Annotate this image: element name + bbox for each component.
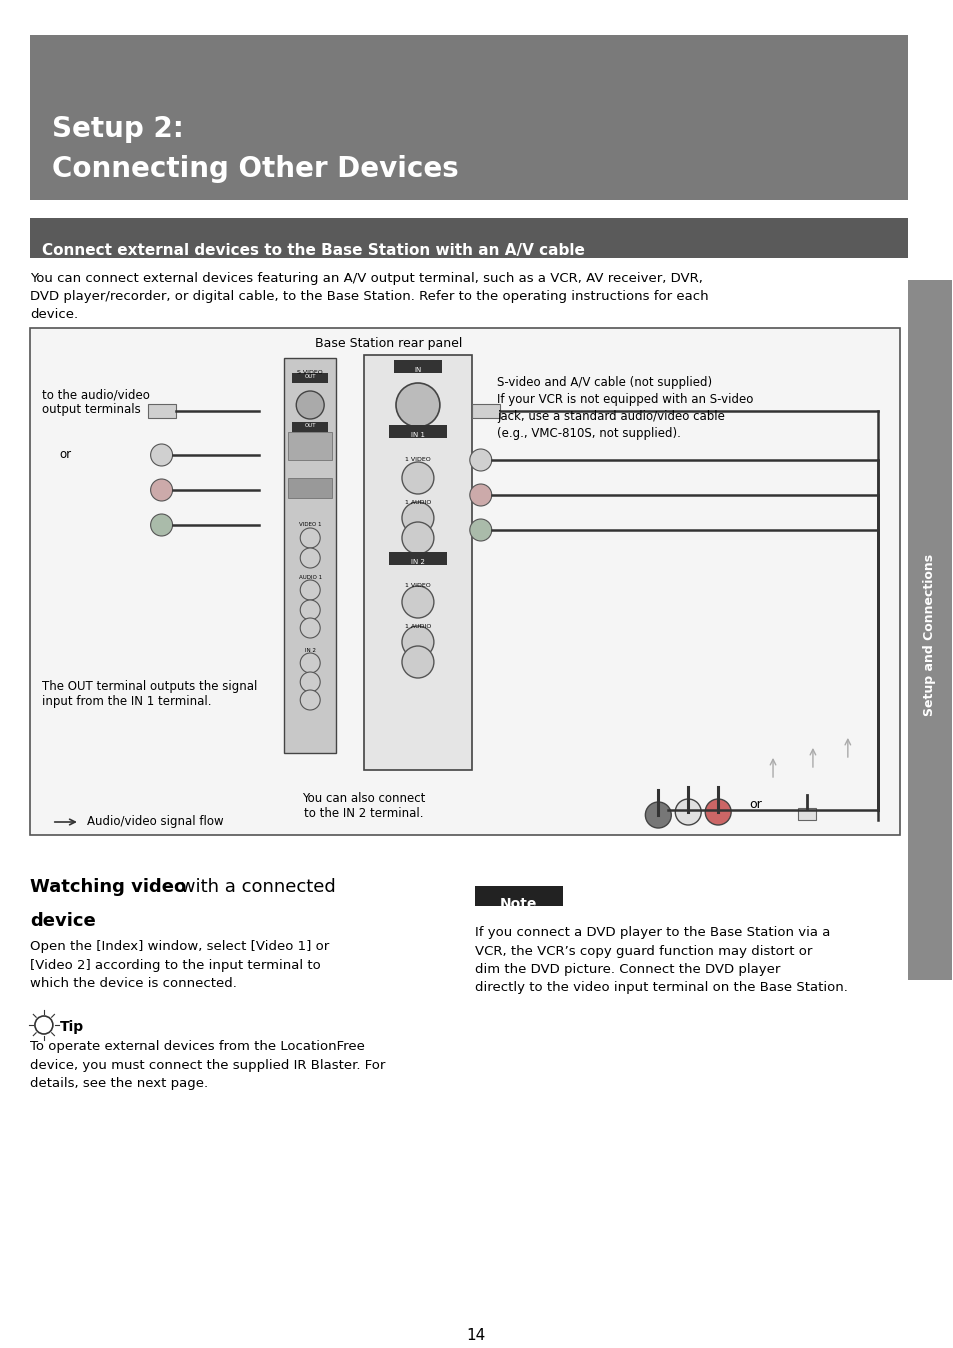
Text: IN 2: IN 2 <box>304 648 315 652</box>
Text: Connect external devices to the Base Station with an A/V cable: Connect external devices to the Base Sta… <box>42 243 584 257</box>
Circle shape <box>300 617 320 638</box>
Circle shape <box>151 479 172 501</box>
Circle shape <box>300 673 320 692</box>
Text: S VIDEO: S VIDEO <box>297 369 323 375</box>
Text: 1 AUDIO: 1 AUDIO <box>404 624 431 630</box>
Circle shape <box>300 690 320 710</box>
Circle shape <box>300 580 320 600</box>
Circle shape <box>300 549 320 568</box>
Text: Open the [Index] window, select [Video 1] or
[Video 2] according to the input te: Open the [Index] window, select [Video 1… <box>30 940 329 989</box>
Circle shape <box>401 586 434 617</box>
Circle shape <box>395 383 439 427</box>
Circle shape <box>469 449 491 470</box>
Bar <box>148 404 175 418</box>
Circle shape <box>401 646 434 678</box>
Circle shape <box>401 501 434 534</box>
Bar <box>288 431 332 460</box>
Bar <box>906 280 950 980</box>
Text: To operate external devices from the LocationFree
device, you must connect the s: To operate external devices from the Loc… <box>30 1041 385 1091</box>
Bar <box>394 360 441 373</box>
Text: The OUT terminal outputs the signal
input from the IN 1 terminal.: The OUT terminal outputs the signal inpu… <box>42 679 257 708</box>
Bar <box>30 218 906 257</box>
Circle shape <box>151 514 172 537</box>
Bar <box>472 404 499 418</box>
Circle shape <box>401 462 434 493</box>
Text: Audio/video signal flow: Audio/video signal flow <box>87 816 223 829</box>
Circle shape <box>644 802 671 828</box>
Text: IN 1: IN 1 <box>411 431 424 438</box>
Text: If you connect a DVD player to the Base Station via a
VCR, the VCR’s copy guard : If you connect a DVD player to the Base … <box>475 926 847 995</box>
Bar <box>30 328 899 834</box>
Circle shape <box>300 600 320 620</box>
Bar <box>284 359 335 754</box>
Text: VIDEO 1: VIDEO 1 <box>298 522 321 527</box>
Circle shape <box>704 799 730 825</box>
Text: Watching video: Watching video <box>30 878 186 896</box>
Text: Note: Note <box>499 896 537 911</box>
Circle shape <box>300 652 320 673</box>
Text: Tip: Tip <box>60 1020 84 1034</box>
Circle shape <box>401 522 434 554</box>
Text: S-video and A/V cable (not supplied)
If your VCR is not equipped with an S-video: S-video and A/V cable (not supplied) If … <box>497 376 752 439</box>
Bar <box>30 35 906 200</box>
Circle shape <box>35 1016 52 1034</box>
Text: IN 2: IN 2 <box>411 559 424 565</box>
Bar <box>389 425 446 438</box>
Text: You can connect external devices featuring an A/V output terminal, such as a VCR: You can connect external devices featuri… <box>30 272 708 321</box>
Text: Base Station rear panel: Base Station rear panel <box>315 337 462 350</box>
Text: or: or <box>60 448 71 461</box>
Text: OUT: OUT <box>304 373 315 379</box>
Bar <box>288 479 332 497</box>
Text: Connecting Other Devices: Connecting Other Devices <box>51 155 458 183</box>
Circle shape <box>151 443 172 466</box>
Text: with a connected: with a connected <box>174 878 335 896</box>
Text: 1 VIDEO: 1 VIDEO <box>405 582 431 588</box>
Text: You can also connect
to the IN 2 terminal.: You can also connect to the IN 2 termina… <box>302 793 425 820</box>
Bar <box>389 551 446 565</box>
Text: or: or <box>749 798 761 811</box>
Circle shape <box>469 519 491 541</box>
Circle shape <box>469 484 491 506</box>
Bar <box>292 373 328 383</box>
Text: Setup 2:: Setup 2: <box>51 115 184 143</box>
Text: 1 VIDEO: 1 VIDEO <box>405 457 431 462</box>
Text: Setup and Connections: Setup and Connections <box>923 554 935 716</box>
Text: 14: 14 <box>466 1328 485 1343</box>
Bar <box>364 355 472 770</box>
Bar <box>797 807 815 820</box>
Circle shape <box>300 528 320 549</box>
Text: AUDIO 1: AUDIO 1 <box>298 576 321 580</box>
Circle shape <box>675 799 700 825</box>
Text: OUT: OUT <box>304 423 315 429</box>
Bar <box>292 422 328 431</box>
Text: device: device <box>30 913 95 930</box>
Bar <box>475 886 562 906</box>
Circle shape <box>401 625 434 658</box>
Text: IN: IN <box>414 367 421 373</box>
Circle shape <box>296 391 324 419</box>
Text: to the audio/video
output terminals: to the audio/video output terminals <box>42 388 150 417</box>
Text: 1 AUDIO: 1 AUDIO <box>404 500 431 506</box>
